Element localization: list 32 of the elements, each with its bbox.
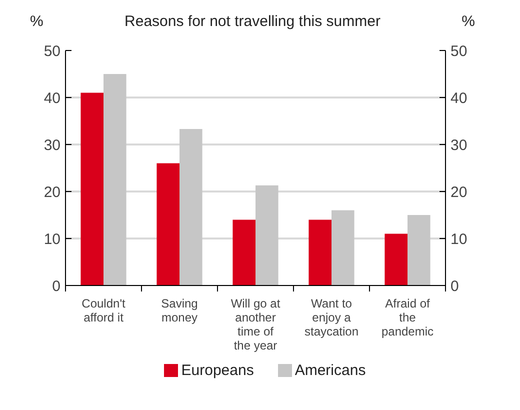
y-tick-label: 50 xyxy=(44,43,61,60)
y-tick-label: 10 xyxy=(44,231,61,248)
bar xyxy=(384,234,408,286)
bar xyxy=(104,74,126,286)
bar xyxy=(408,215,430,286)
y-tick-label: 0 xyxy=(52,278,60,295)
y2-tick-label: 40 xyxy=(450,90,468,107)
bar xyxy=(308,220,332,286)
x-tick-label: Want to enjoy a staycation xyxy=(304,296,359,338)
x-tick-label: Saving money xyxy=(161,296,198,324)
bar xyxy=(80,92,104,286)
bar xyxy=(232,220,256,286)
bar xyxy=(256,185,278,286)
legend-label: Europeans xyxy=(181,361,254,381)
x-tick-label: Afraid of the pandemic xyxy=(381,296,434,338)
y-tick-label: 20 xyxy=(44,184,61,201)
y-tick-label: 40 xyxy=(44,90,61,107)
y2-tick-label: 10 xyxy=(450,231,468,248)
y2-tick-label: 0 xyxy=(450,278,459,295)
y-axis-title: % xyxy=(30,12,44,32)
y2-axis-title: % xyxy=(460,12,475,32)
y2-tick-label: 20 xyxy=(450,184,468,201)
chart-title: Reasons for not travelling this summer xyxy=(124,12,382,32)
bar xyxy=(332,210,354,286)
bar xyxy=(180,128,202,286)
bar xyxy=(156,163,180,286)
y-tick-label: 30 xyxy=(44,137,61,154)
y2-tick-label: 30 xyxy=(450,137,468,154)
legend-label: Americans xyxy=(294,361,366,381)
x-tick-label: Couldn't afford it xyxy=(82,296,126,324)
x-tick-label: Will go at another time of the year xyxy=(230,296,281,352)
y2-tick-label: 50 xyxy=(450,43,468,60)
